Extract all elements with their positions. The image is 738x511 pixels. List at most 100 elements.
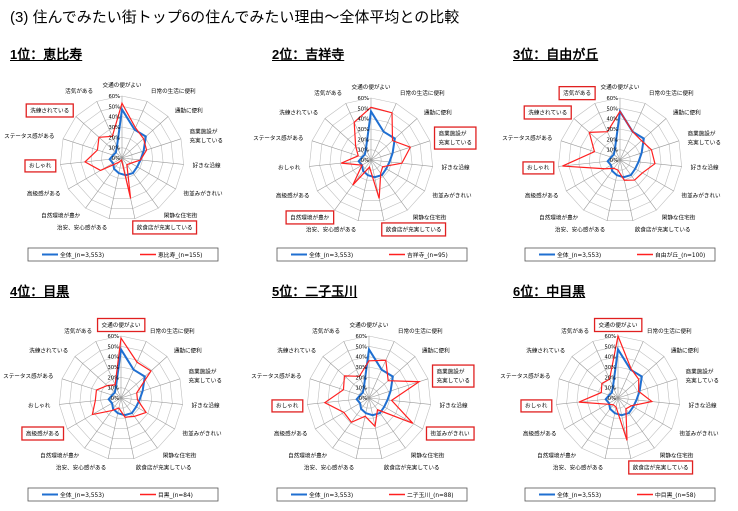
grid-ring	[597, 377, 639, 419]
tick-label: 10%	[355, 386, 367, 392]
tick-label: 50%	[604, 344, 616, 350]
axis-label: 閑静な住宅街	[660, 451, 694, 459]
axis-label-line: 好きな沿線	[689, 401, 717, 409]
axis-label-line: 街並みがきれい	[183, 190, 223, 198]
series-overall-line	[606, 108, 645, 179]
grid-ring	[586, 366, 650, 429]
axis-label: 飲食店が充実している	[633, 463, 689, 471]
axis-label: 通勤に便利	[673, 108, 701, 116]
tick-label: 40%	[107, 355, 119, 361]
axis-label: 好きな沿線	[193, 161, 221, 169]
axis-label-line: 洗練されている	[279, 108, 318, 116]
axis-label-line: 自然環境が豊か	[537, 451, 577, 459]
axis-label: 飲食店が充実している	[386, 225, 442, 233]
axis-label-line: ステータス感がある	[4, 132, 54, 140]
axis-spoke	[370, 159, 425, 192]
axis-spoke	[74, 356, 122, 399]
axis-spoke	[120, 397, 175, 430]
tick-label: 20%	[107, 375, 119, 381]
grid-ring	[337, 366, 401, 429]
axis-label: おしゃれ	[525, 402, 548, 409]
grid-ring	[89, 366, 153, 429]
axis-spoke	[96, 101, 123, 159]
axis-label: 交通の便がよい	[601, 83, 640, 91]
axis-label: 日常の生活に便利	[150, 327, 195, 335]
axis-label-line: 閑静な住宅街	[411, 451, 445, 459]
axis-label: おしゃれ	[527, 164, 550, 171]
axis-spoke	[619, 159, 634, 221]
axis-label-line: 交通の便がよい	[103, 81, 142, 89]
axis-label-line: おしゃれ	[525, 402, 548, 409]
axis-label: おしゃれ	[276, 402, 299, 409]
grid-ring	[607, 387, 629, 409]
axis-label: 交通の便がよい	[599, 321, 638, 329]
grid-ring	[307, 335, 431, 459]
axis-label-line: 閑静な住宅街	[164, 211, 198, 219]
axis-spoke	[345, 103, 372, 161]
axis-label: 好きな沿線	[192, 401, 220, 409]
tick-label: 40%	[355, 355, 367, 361]
axis-label-line: 商業施設が	[439, 130, 467, 138]
grid-ring	[100, 377, 142, 419]
axis-label: 自然環境が豊か	[290, 213, 330, 221]
axis-label-line: 好きな沿線	[192, 401, 220, 409]
tick-label: 60%	[357, 96, 369, 102]
chart-heading-1: 1位：恵比寿	[10, 47, 83, 62]
axis-label-line: 洗練されている	[30, 106, 69, 114]
axis-label-line: 充実している	[190, 137, 223, 145]
grid-ring	[101, 137, 143, 179]
grid-ring	[599, 139, 641, 181]
axis-label: おしゃれ	[278, 164, 301, 171]
tick-label: 0%	[610, 158, 618, 164]
axis-label: 閑静な住宅街	[164, 211, 198, 219]
grid-ring	[110, 387, 132, 409]
axis-label: 高級感がある	[26, 430, 60, 438]
axis-label-line: 洗練されている	[277, 346, 316, 354]
tick-label: 0%	[359, 396, 367, 402]
axis-label-line: ステータス感がある	[253, 134, 303, 142]
axis-label-line: おしゃれ	[276, 402, 299, 409]
axis-label-line: 治安、安心感がある	[555, 225, 605, 233]
axis-label-line: 自然環境が豊か	[290, 213, 330, 221]
tick-label: 20%	[357, 137, 369, 143]
grid-ring	[609, 149, 631, 171]
axis-label-line: 閑静な住宅街	[413, 213, 447, 221]
axis-spoke	[332, 397, 370, 449]
tick-label: 50%	[107, 344, 119, 350]
page-title: (3) 住んでみたい街トップ6の住んでみたい理由～全体平均との比較	[10, 9, 460, 26]
tick-label: 60%	[107, 334, 119, 340]
axis-label: ステータス感がある	[3, 372, 53, 380]
axis-spoke	[617, 397, 655, 449]
axis-spoke	[619, 140, 680, 161]
axis-label: 好きな沿線	[691, 163, 719, 171]
axis-spoke	[121, 157, 159, 209]
tick-label: 60%	[355, 334, 367, 340]
axis-spoke	[307, 397, 370, 405]
legend-town-label: 中目黒_(n=58)	[655, 491, 696, 499]
axis-label: 飲食店が充実している	[635, 225, 691, 233]
axis-label: 閑静な住宅街	[662, 213, 696, 221]
highlight-box	[271, 399, 304, 413]
axis-label-line: 日常の生活に便利	[150, 327, 195, 335]
legend	[524, 487, 716, 502]
tick-label: 30%	[604, 365, 616, 371]
grid-ring	[358, 387, 380, 409]
axis-label-line: 好きな沿線	[440, 401, 468, 409]
series-town-line	[83, 101, 148, 199]
axis-spoke	[617, 397, 680, 405]
tick-label: 30%	[355, 365, 367, 371]
tick-label: 50%	[355, 344, 367, 350]
axis-label-line: おしゃれ	[29, 162, 52, 169]
series-overall-line	[107, 346, 146, 417]
tick-label: 10%	[107, 386, 119, 392]
axis-label: 街並みがきれい	[681, 192, 721, 200]
axis-label-line: 日常の生活に便利	[649, 89, 694, 97]
axis-spoke	[121, 157, 184, 165]
axis-label: ステータス感がある	[500, 372, 550, 380]
axis-label-line: ステータス感がある	[502, 134, 552, 142]
legend-overall-label: 全体_(n=3,553)	[557, 251, 601, 259]
axis-label-line: 交通の便がよい	[350, 321, 389, 329]
grid-ring	[309, 97, 433, 221]
axis-label: 商業施設が充実している	[190, 128, 223, 145]
